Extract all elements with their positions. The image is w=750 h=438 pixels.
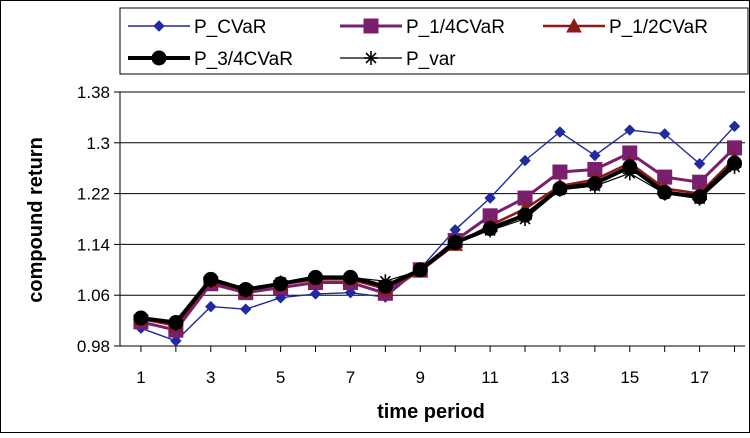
x-tick-label: 15 bbox=[620, 368, 639, 387]
legend-item: P_3/4CVaR bbox=[128, 49, 293, 70]
data-point bbox=[343, 270, 358, 285]
y-tick-label: 1.38 bbox=[77, 83, 110, 102]
data-point bbox=[308, 270, 323, 285]
data-point bbox=[589, 149, 601, 162]
data-point bbox=[448, 234, 463, 249]
legend-marker bbox=[566, 17, 582, 33]
legend: P_CVaR P_1/4CVaR P_1/2CVaR P_3/4CVaR P_var bbox=[119, 7, 749, 75]
y-tick-label: 1.14 bbox=[77, 235, 110, 254]
asterisk-stroke bbox=[624, 167, 636, 179]
series-p-var bbox=[133, 159, 742, 331]
data-point bbox=[519, 154, 531, 167]
asterisk-stroke bbox=[694, 193, 706, 205]
data-point bbox=[587, 178, 602, 193]
asterisk-stroke bbox=[659, 188, 671, 200]
asterisk-stroke bbox=[728, 161, 741, 173]
asterisk-stroke bbox=[135, 312, 147, 324]
legend-label: P_1/2CVaR bbox=[609, 17, 708, 38]
asterisk-stroke bbox=[449, 235, 461, 247]
data-point bbox=[344, 286, 357, 299]
legend-marker bbox=[363, 18, 379, 34]
x-tick-label: 7 bbox=[346, 368, 355, 387]
asterisk-stroke bbox=[365, 52, 377, 64]
data-point bbox=[205, 300, 217, 313]
series-line bbox=[140, 125, 736, 342]
asterisk-stroke bbox=[275, 276, 287, 289]
data-point bbox=[483, 223, 498, 238]
x-tick-label: 3 bbox=[206, 368, 215, 387]
data-point bbox=[693, 158, 706, 170]
data-point bbox=[378, 274, 393, 289]
legend-marker bbox=[151, 50, 167, 66]
data-point bbox=[728, 120, 741, 132]
x-tick-label: 9 bbox=[416, 368, 425, 387]
data-point bbox=[692, 191, 707, 206]
data-point bbox=[274, 292, 287, 304]
data-point bbox=[657, 186, 672, 201]
data-point bbox=[658, 128, 671, 140]
data-point bbox=[309, 288, 322, 300]
x-tick-label: 13 bbox=[550, 368, 569, 387]
data-point bbox=[133, 311, 148, 326]
x-tick-label: 1 bbox=[136, 368, 145, 387]
x-tick-label: 5 bbox=[276, 368, 285, 387]
data-point bbox=[273, 275, 288, 290]
legend-label: P_3/4CVaR bbox=[194, 49, 293, 70]
data-point bbox=[518, 212, 533, 226]
data-point bbox=[413, 263, 428, 278]
asterisk-stroke bbox=[309, 271, 322, 283]
asterisk-stroke bbox=[344, 271, 357, 283]
data-point bbox=[727, 159, 742, 174]
asterisk-stroke bbox=[519, 213, 531, 225]
legend-item: P_CVaR bbox=[128, 17, 267, 38]
y-tick-label: 1.06 bbox=[77, 286, 110, 305]
asterisk-stroke bbox=[379, 275, 391, 287]
legend-label: P_var bbox=[406, 49, 456, 70]
asterisk-stroke bbox=[484, 224, 496, 236]
data-point bbox=[484, 192, 496, 204]
legend-marker bbox=[153, 20, 165, 32]
series-line bbox=[140, 166, 735, 325]
asterisk-stroke bbox=[414, 264, 426, 277]
y-tick-label: 1.22 bbox=[77, 185, 110, 204]
data-point bbox=[239, 303, 252, 315]
series-group bbox=[133, 120, 743, 347]
y-tick-label: 1.3 bbox=[86, 134, 110, 153]
legend-item: P_1/2CVaR bbox=[543, 17, 708, 38]
x-tick-label: 11 bbox=[481, 368, 499, 387]
data-point bbox=[554, 126, 566, 138]
grid bbox=[120, 91, 745, 296]
data-point bbox=[622, 166, 637, 181]
data-point bbox=[170, 335, 182, 347]
x-tick-label: 17 bbox=[690, 368, 709, 387]
legend-label: P_CVaR bbox=[194, 17, 267, 38]
legend-marker bbox=[364, 51, 378, 65]
y-tick-label: 0.98 bbox=[77, 337, 110, 356]
x-axis-label: time period bbox=[377, 401, 485, 423]
data-point bbox=[552, 164, 568, 180]
asterisk-stroke bbox=[240, 285, 252, 297]
y-axis-label: compound return bbox=[25, 137, 47, 303]
legend-item: P_var bbox=[340, 49, 456, 70]
axes: 0.981.061.141.221.31.381 3 5 7 9 11 13 15 17 bbox=[77, 83, 745, 387]
data-point bbox=[168, 316, 183, 331]
data-point bbox=[624, 124, 636, 136]
legend-box bbox=[119, 7, 749, 75]
data-point bbox=[203, 273, 218, 288]
legend-item: P_1/4CVaR bbox=[340, 17, 505, 38]
data-point bbox=[238, 283, 253, 298]
legend-label: P_1/4CVaR bbox=[406, 17, 505, 38]
data-point bbox=[552, 182, 567, 197]
asterisk-stroke bbox=[170, 318, 182, 330]
asterisk-stroke bbox=[554, 184, 566, 196]
asterisk-stroke bbox=[589, 180, 601, 192]
asterisk-stroke bbox=[205, 275, 217, 287]
